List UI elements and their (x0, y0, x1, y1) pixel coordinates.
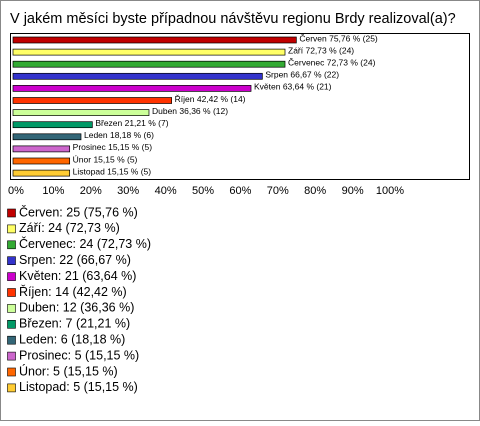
plot-area (10, 33, 470, 180)
bar-label: Květen 63,64 % (21) (254, 82, 332, 92)
legend-label: Květen: 21 (63,64 %) (19, 269, 136, 283)
legend-label: Leden: 6 (18,18 %) (19, 332, 125, 346)
legend-label: Říjen: 14 (42,42 %) (19, 284, 127, 299)
bar (12, 60, 286, 68)
legend-label: Březen: 7 (21,21 %) (19, 317, 130, 331)
x-tick-label: 0% (8, 185, 24, 197)
bar-label: Únor 15,15 % (5) (73, 154, 138, 164)
legend-label: Duben: 12 (36,36 %) (19, 301, 134, 315)
bar (12, 72, 263, 80)
x-tick-label: 100% (376, 185, 404, 197)
x-tick-label: 90% (342, 185, 364, 197)
bar-label: Říjen 42,42 % (14) (175, 94, 246, 104)
x-tick-label: 60% (229, 185, 251, 197)
legend-label: Srpen: 22 (66,67 %) (19, 253, 131, 267)
legend-label: Červenec: 24 (72,73 %) (19, 236, 151, 251)
bar (12, 157, 71, 165)
legend-swatch (7, 351, 16, 361)
legend-label: Září: 24 (72,73 %) (19, 221, 120, 235)
legend-label: Únor: 5 (15,15 %) (19, 363, 118, 378)
legend-label: Červen: 25 (75,76 %) (19, 204, 138, 219)
x-tick-label: 50% (192, 185, 214, 197)
x-tick-label: 10% (42, 185, 64, 197)
bar-label: Září 72,73 % (24) (288, 45, 354, 55)
legend-swatch (7, 383, 16, 393)
bar (12, 145, 71, 153)
legend-swatch (7, 319, 16, 329)
legend-label: Prosinec: 5 (15,15 %) (19, 348, 139, 362)
legend-swatch (7, 272, 16, 281)
x-tick-label: 30% (117, 185, 139, 197)
legend-swatch (7, 367, 16, 377)
x-tick-label: 20% (80, 185, 102, 197)
bar (12, 48, 286, 56)
legend-swatch (7, 304, 16, 313)
bar-label: Červen 75,76 % (25) (299, 33, 378, 43)
bar-label: Srpen 66,67 % (22) (265, 70, 339, 80)
bar (12, 85, 252, 92)
chart-title: V jakém měsíci byste případnou návštěvu … (10, 11, 456, 27)
bar (12, 97, 173, 104)
x-tick-label: 70% (267, 185, 289, 197)
legend-swatch (7, 240, 16, 250)
bar-label: Listopad 15,15 % (5) (73, 166, 152, 176)
bar (12, 133, 82, 141)
legend-swatch (7, 288, 16, 297)
legend-swatch (7, 224, 16, 234)
legend-label: Listopad: 5 (15,15 %) (19, 380, 138, 394)
legend-swatch (7, 335, 16, 345)
bar-label: Březen 21,21 % (7) (95, 118, 168, 128)
bar-label: Leden 18,18 % (6) (84, 130, 154, 140)
bar (12, 36, 297, 44)
bar (12, 169, 71, 177)
legend-swatch (7, 208, 16, 218)
bar-label: Červenec 72,73 % (24) (288, 57, 376, 67)
bar (12, 121, 93, 129)
bar-label: Prosinec 15,15 % (5) (73, 142, 153, 152)
x-tick-label: 40% (155, 185, 177, 197)
bar (12, 109, 150, 116)
legend-swatch (7, 256, 16, 266)
bar-label: Duben 36,36 % (12) (152, 106, 228, 116)
x-tick-label: 80% (304, 185, 326, 197)
